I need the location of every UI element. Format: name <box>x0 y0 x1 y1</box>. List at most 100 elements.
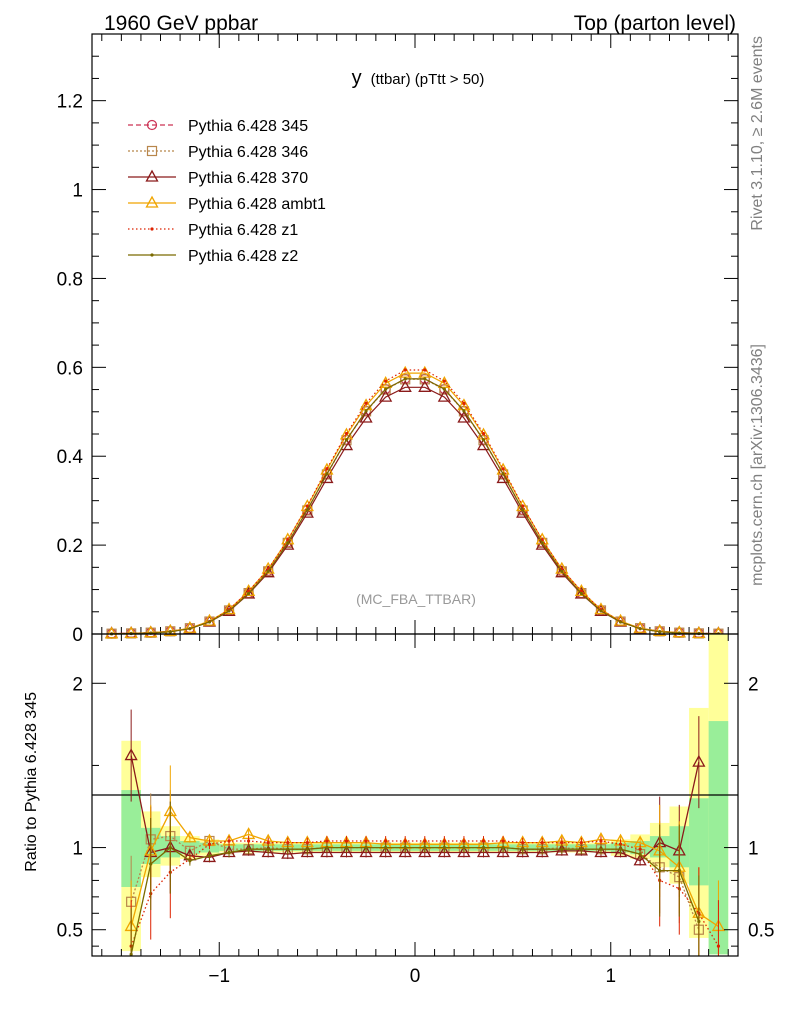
ratio-data-point <box>692 754 706 767</box>
main-series-line <box>111 369 719 635</box>
main-data-point <box>124 626 138 639</box>
main-data-point <box>462 401 466 405</box>
ratio-data-point <box>207 854 212 858</box>
x-tick-label: 1 <box>605 966 616 987</box>
main-data-point <box>168 630 172 634</box>
legend-label: Pythia 6.428 370 <box>188 170 308 187</box>
chart-title-sub: (ttbar) (pTtt > 50) <box>371 71 485 88</box>
ratio-data-point <box>261 845 275 858</box>
main-data-point <box>457 410 471 423</box>
chart-title: y (ttbar) (pTtt > 50) <box>352 67 485 89</box>
ratio-data-point <box>496 845 510 858</box>
main-data-point <box>439 384 450 395</box>
main-data-point <box>286 541 290 545</box>
ratio-data-point <box>462 845 466 850</box>
ratio-y-tick-label-right: 1 <box>748 839 759 860</box>
side-mcplots-label: mcplots.cern.ch [arXiv:1306.3436] <box>749 344 766 586</box>
ratio-uncertainty-bands <box>121 634 729 955</box>
ratio-data-point <box>638 852 642 856</box>
main-data-point <box>418 379 432 392</box>
main-data-point <box>242 586 256 599</box>
main-data-point <box>423 377 427 381</box>
main-data-point <box>599 609 603 613</box>
main-curves <box>104 365 726 639</box>
ratio-data-point <box>521 841 525 845</box>
legend-marker <box>146 119 158 131</box>
ratio-band-green <box>121 790 141 887</box>
ratio-data-point <box>129 952 133 956</box>
ratio-data-point <box>658 868 662 873</box>
ratio-band-green <box>689 798 709 886</box>
main-data-point <box>618 620 623 624</box>
ratio-data-point <box>599 839 603 843</box>
ratio-curves <box>124 709 726 956</box>
main-data-point <box>418 365 432 378</box>
ratio-data-point <box>423 839 427 843</box>
ratio-data-point <box>359 845 373 858</box>
legend-marker <box>145 169 159 182</box>
main-data-point <box>384 379 388 383</box>
ratio-data-point <box>716 944 721 948</box>
ratio-series-line <box>130 846 700 955</box>
ratio-data-point <box>613 845 628 858</box>
ratio-data-point <box>555 843 569 856</box>
ratio-y-tick-label-left: 0.5 <box>57 921 83 942</box>
main-data-point <box>574 586 588 599</box>
main-data-point <box>481 431 486 436</box>
ratio-data-point <box>442 845 446 850</box>
ratio-data-point <box>462 839 466 843</box>
main-data-point <box>594 603 608 616</box>
main-data-point <box>364 401 368 405</box>
main-series-line <box>111 372 719 635</box>
main-data-point <box>672 625 686 638</box>
main-data-point <box>658 630 662 634</box>
main-data-point <box>222 603 236 616</box>
ratio-data-point <box>540 847 544 851</box>
main-data-point <box>579 591 583 596</box>
ratio-data-point <box>560 847 564 851</box>
main-panel: 00.20.40.60.811.2 y (ttbar) (pTtt > 50) … <box>57 33 739 646</box>
main-data-point <box>305 508 309 512</box>
ratio-data-point <box>247 847 251 851</box>
ratio-data-point <box>501 845 505 850</box>
main-data-point <box>496 471 510 484</box>
ratio-data-point <box>540 841 544 845</box>
ratio-data-point <box>579 847 583 851</box>
main-data-point <box>653 623 667 636</box>
main-data-point <box>325 472 329 476</box>
main-data-point <box>437 389 451 402</box>
ratio-data-point <box>207 842 212 846</box>
ratio-data-point <box>364 845 368 850</box>
ratio-data-point <box>247 839 251 843</box>
main-data-point <box>501 467 505 471</box>
main-data-point <box>247 591 251 596</box>
ratio-data-point <box>437 845 451 858</box>
ratio-data-point <box>521 847 525 851</box>
ratio-data-point <box>476 845 491 858</box>
main-y-tick-label: 0 <box>72 625 83 646</box>
ratio-data-point <box>384 845 388 850</box>
main-data-point <box>521 508 525 512</box>
legend: Pythia 6.428 345 Pythia 6.428 346 Pythia 6… <box>128 118 326 265</box>
ratio-data-point <box>305 847 309 851</box>
ratio-data-point <box>403 839 407 843</box>
main-data-point <box>104 626 119 639</box>
ratio-data-point <box>320 845 334 858</box>
ratio-y-axis-label: Ratio to Pythia 6.428 345 <box>23 692 40 872</box>
ratio-data-point <box>481 839 486 843</box>
main-data-point <box>540 541 544 545</box>
ratio-data-point <box>633 853 647 866</box>
main-y-tick-label: 0.6 <box>57 358 83 379</box>
ratio-series-line <box>130 810 719 927</box>
ratio-data-point <box>188 859 192 863</box>
ratio-data-point <box>384 839 388 843</box>
ratio-data-point <box>286 841 290 845</box>
chart-title-main: y <box>352 67 362 89</box>
x-tick-label: 0 <box>410 966 421 987</box>
side-rivet-label: Rivet 3.1.10, ≥ 2.6M events <box>749 36 766 231</box>
main-axis-ticks: 0 0.2 0.4 0.6 0.8 1 1.2 <box>57 34 738 646</box>
ratio-data-point <box>398 845 412 858</box>
main-y-tick-label: 0.2 <box>57 536 83 557</box>
main-data-point <box>481 438 486 442</box>
header-process-label: Top (parton level) <box>574 12 736 35</box>
